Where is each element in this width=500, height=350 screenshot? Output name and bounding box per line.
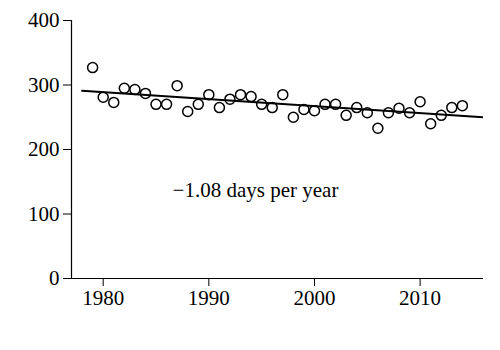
svg-text:400: 400 (28, 8, 60, 32)
svg-text:300: 300 (28, 73, 60, 97)
svg-text:1990: 1990 (188, 286, 230, 310)
svg-text:2010: 2010 (399, 286, 441, 310)
svg-text:100: 100 (28, 202, 60, 226)
svg-text:−1.08 days per year: −1.08 days per year (173, 178, 339, 202)
svg-text:200: 200 (28, 137, 60, 161)
svg-text:1980: 1980 (82, 286, 124, 310)
svg-text:0: 0 (49, 266, 60, 290)
svg-text:2000: 2000 (293, 286, 335, 310)
